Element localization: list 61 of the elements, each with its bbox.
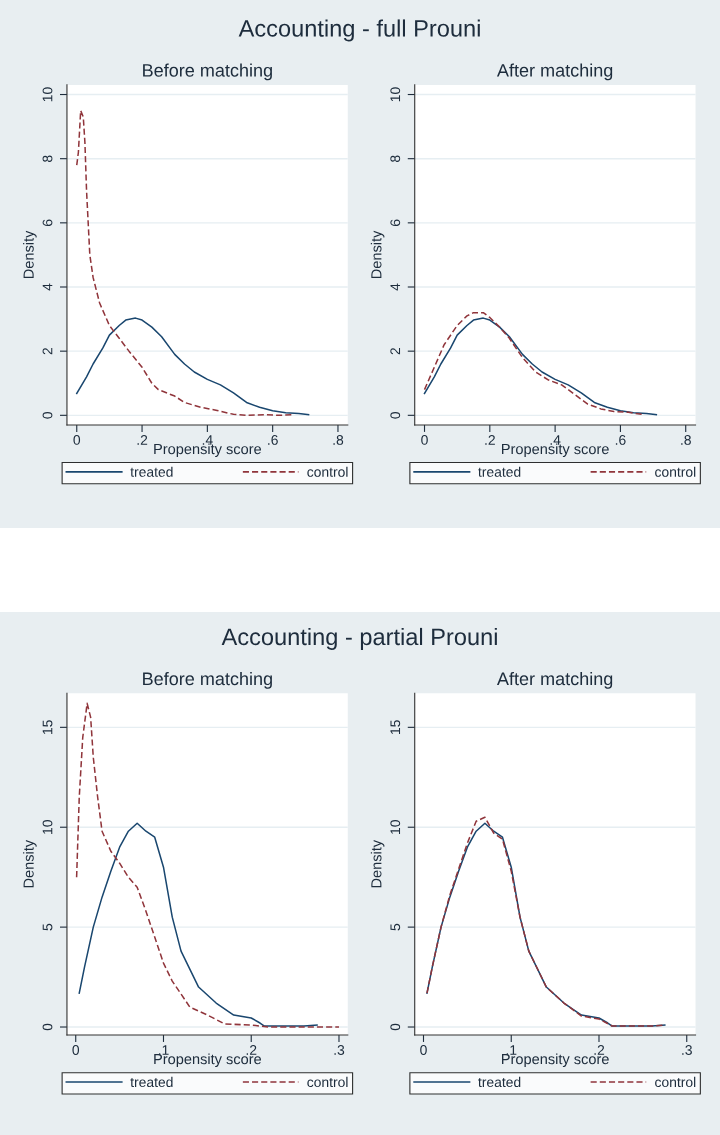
x-tick-label: .1: [158, 1045, 169, 1055]
legend-label: treated: [130, 1076, 173, 1088]
y-tick-label: 6: [390, 219, 401, 226]
y-tick-label: 10: [42, 87, 53, 102]
y-tick-label: 2: [390, 348, 401, 355]
y-axis-title: Density: [23, 230, 37, 279]
x-axis-title: Propensity score: [154, 443, 262, 458]
legend-label: control: [307, 466, 348, 477]
y-axis-title: Density: [23, 839, 37, 888]
y-tick-label: 10: [42, 820, 53, 834]
chart-title: Accounting - full Prouni: [238, 19, 480, 42]
chart-subtitle: Before matching: [143, 63, 272, 81]
legend-label: control: [655, 1076, 696, 1088]
line-series: [78, 822, 318, 1027]
x-tick-label: .2: [246, 1045, 257, 1055]
legend-label: treated: [478, 1076, 521, 1088]
y-tick-label: 10: [390, 820, 401, 834]
legend-label: treated: [130, 466, 173, 477]
x-tick-label: .6: [268, 435, 278, 445]
x-tick-label: 0: [73, 435, 81, 445]
x-tick-label: .2: [594, 1045, 605, 1055]
y-tick-label: 4: [42, 283, 53, 291]
x-tick-label: .4: [550, 435, 561, 445]
x-tick-label: .8: [681, 435, 691, 445]
y-axis-title: Density: [370, 230, 385, 279]
x-tick-label: .2: [137, 435, 148, 445]
chart-subtitle: Before matching: [143, 671, 272, 689]
y-tick-label: 8: [390, 155, 401, 162]
line-series: [75, 702, 340, 1028]
x-tick-label: .3: [334, 1045, 345, 1055]
y-tick-label: 0: [42, 412, 53, 419]
x-tick-label: 0: [421, 435, 428, 445]
x-tick-label: 0: [72, 1045, 80, 1055]
x-tick-label: .6: [615, 435, 626, 445]
y-tick-label: 0: [42, 1023, 53, 1031]
y-tick-label: 5: [42, 923, 53, 931]
legend-label: treated: [478, 466, 521, 477]
y-tick-label: 6: [42, 219, 53, 226]
y-tick-label: 10: [390, 87, 401, 102]
x-tick-label: .1: [506, 1045, 517, 1055]
line-series: [75, 317, 310, 416]
y-tick-label: 5: [390, 923, 401, 931]
x-tick-label: .3: [682, 1045, 692, 1055]
y-axis-title: Density: [370, 839, 385, 888]
x-tick-label: .2: [485, 435, 495, 445]
chart-title: Accounting - partial Prouni: [221, 627, 497, 650]
legend-label: control: [307, 1076, 348, 1088]
y-tick-label: 0: [390, 412, 401, 419]
y-tick-label: 15: [390, 720, 401, 734]
y-tick-label: 4: [390, 283, 401, 291]
y-tick-label: 15: [42, 720, 53, 734]
y-tick-label: 8: [42, 155, 53, 162]
x-tick-label: 0: [420, 1045, 427, 1055]
y-tick-label: 2: [42, 348, 53, 355]
x-tick-label: .4: [202, 435, 213, 445]
y-tick-label: 0: [390, 1023, 401, 1031]
chart-subtitle: After matching: [496, 671, 613, 689]
legend-label: control: [655, 466, 696, 477]
x-axis-title: Propensity score: [502, 443, 609, 458]
chart-subtitle: After matching: [496, 63, 613, 81]
x-tick-label: .8: [333, 435, 344, 445]
